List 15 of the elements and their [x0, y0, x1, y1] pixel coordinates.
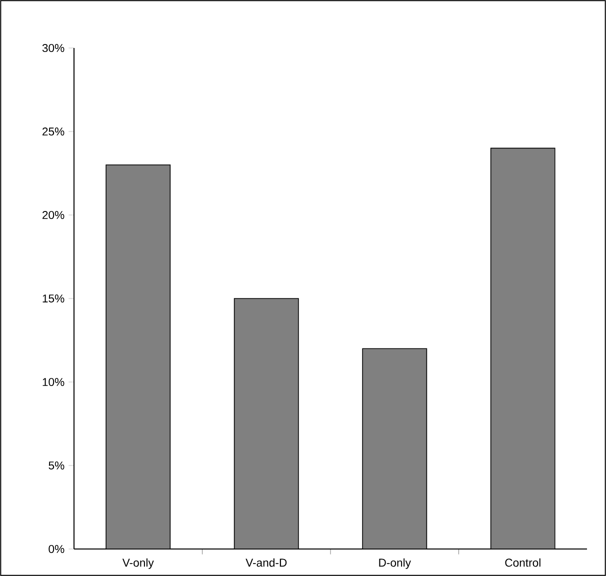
- y-tick-label: 0%: [48, 544, 64, 554]
- x-tick-label: D-only: [379, 558, 411, 569]
- bar: [234, 298, 299, 549]
- y-tick-label: 30%: [42, 44, 64, 52]
- y-tick-label: 10%: [42, 378, 64, 386]
- bar: [106, 164, 171, 549]
- y-tick-label: 25%: [42, 128, 64, 136]
- y-tick-label: 15%: [42, 294, 64, 302]
- x-tick-label: V-and-D: [246, 558, 287, 567]
- bar: [362, 348, 428, 549]
- y-tick-label: 20%: [42, 211, 64, 220]
- x-tick-label: V-only: [122, 558, 154, 569]
- x-tick-label: Control: [505, 558, 540, 567]
- y-tick-label: 5%: [48, 462, 64, 470]
- bar: [490, 148, 556, 549]
